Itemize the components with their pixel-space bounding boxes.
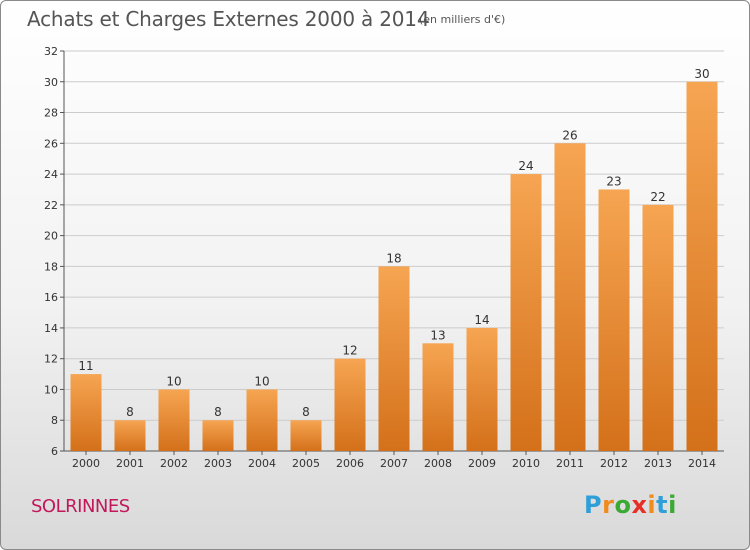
- bar-2007: [378, 266, 410, 451]
- data-label: 14: [474, 313, 489, 327]
- x-tick-label: 2011: [556, 457, 584, 470]
- bars: [70, 81, 718, 452]
- data-label: 23: [606, 174, 621, 188]
- x-tick-label: 2014: [688, 457, 716, 470]
- bar-2006: [334, 358, 366, 451]
- x-tick-label: 2008: [424, 457, 452, 470]
- proxiti-logo: Proxiti: [584, 491, 677, 519]
- bar-2002: [158, 389, 190, 451]
- y-tick-label: 12: [44, 353, 58, 366]
- bar-2003: [202, 420, 234, 451]
- data-label: 24: [518, 159, 533, 173]
- data-labels: 11 8 10 8 10 8 12 18 13 14 24 26 23 22 30: [78, 67, 709, 419]
- y-tick-label: 22: [44, 199, 58, 212]
- logo-letter: o: [614, 491, 632, 519]
- y-tick-label: 20: [44, 230, 58, 243]
- bar-2009: [466, 327, 498, 451]
- data-label: 22: [650, 190, 665, 204]
- x-tick-label: 2007: [380, 457, 408, 470]
- logo-letter: i: [647, 491, 657, 519]
- bar-2008: [422, 343, 454, 451]
- logo-letter: P: [584, 491, 603, 519]
- data-label: 13: [430, 328, 445, 342]
- commune-name: SOLRINNES: [31, 496, 130, 517]
- data-label: 10: [254, 374, 269, 388]
- bar-2013: [642, 204, 674, 451]
- bar-2005: [290, 420, 322, 451]
- data-label: 10: [166, 374, 181, 388]
- bar-2010: [510, 174, 542, 452]
- bar-2004: [246, 389, 278, 451]
- x-tick-label: 2013: [644, 457, 672, 470]
- y-tick-label: 30: [44, 76, 58, 89]
- bar-2011: [554, 143, 586, 452]
- x-tick-label: 2004: [248, 457, 276, 470]
- x-tick-label: 2010: [512, 457, 540, 470]
- bar-2001: [114, 420, 146, 451]
- y-tick-label: 28: [44, 107, 58, 120]
- logo-letter: t: [656, 491, 669, 519]
- data-label: 8: [126, 405, 134, 419]
- y-tick-label: 14: [44, 322, 58, 335]
- y-tick-label: 16: [44, 291, 58, 304]
- data-label: 18: [386, 251, 401, 265]
- y-tick-label: 10: [44, 383, 58, 396]
- data-label: 26: [562, 128, 577, 142]
- y-tick-label: 8: [51, 414, 58, 427]
- bar-2012: [598, 189, 630, 451]
- x-tick-label: 2001: [116, 457, 144, 470]
- axes: 6 8 10 12 14 16 18 20 22 24 26 28 30 32 2000 2001 2002 20…: [44, 45, 724, 470]
- data-label: 8: [214, 405, 222, 419]
- x-tick-label: 2003: [204, 457, 232, 470]
- x-tick-label: 2005: [292, 457, 320, 470]
- bar-2000: [70, 374, 102, 451]
- x-tick-label: 2012: [600, 457, 628, 470]
- chart-subtitle: (en milliers d'€): [419, 13, 506, 26]
- logo-letter: r: [602, 491, 615, 519]
- y-tick-label: 32: [44, 45, 58, 58]
- y-tick-label: 24: [44, 168, 58, 181]
- y-tick-label: 18: [44, 260, 58, 273]
- y-tick-label: 26: [44, 137, 58, 150]
- data-label: 30: [694, 67, 709, 81]
- data-label: 8: [302, 405, 310, 419]
- y-tick-label: 6: [51, 445, 58, 458]
- bar-2014: [686, 81, 718, 452]
- x-tick-label: 2006: [336, 457, 364, 470]
- x-tick-label: 2002: [160, 457, 188, 470]
- x-tick-label: 2000: [72, 457, 100, 470]
- x-tick-label: 2009: [468, 457, 496, 470]
- logo-letter: i: [668, 491, 677, 519]
- data-label: 11: [78, 359, 93, 373]
- chart-title: Achats et Charges Externes 2000 à 2014: [27, 7, 430, 31]
- logo-letter: x: [631, 491, 648, 519]
- data-label: 12: [342, 344, 357, 358]
